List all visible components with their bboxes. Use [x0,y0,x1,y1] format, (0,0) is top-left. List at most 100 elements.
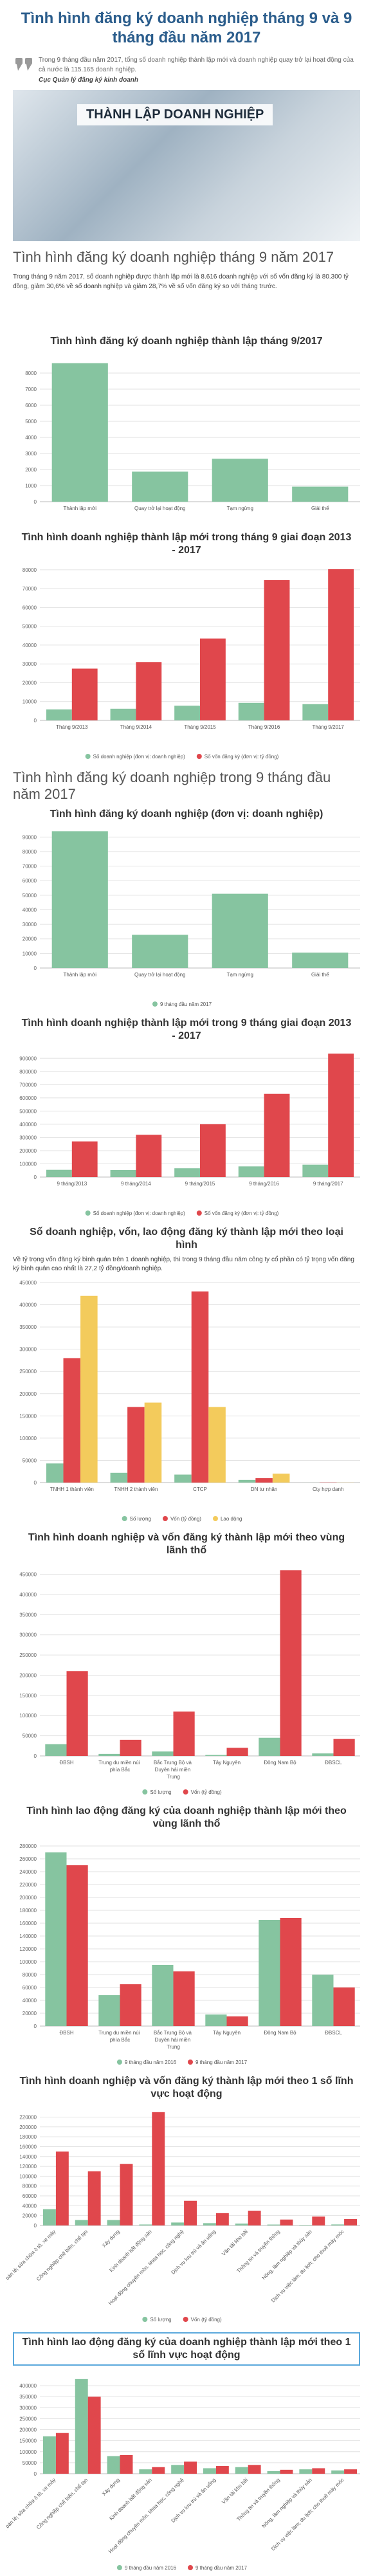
x-tick-label: DN tư nhân [251,1486,277,1492]
legend-item: Số vốn đăng ký (đơn vị: tỷ đồng) [196,754,279,760]
y-tick-label: 0 [34,1753,37,1759]
bar [42,2436,56,2474]
legend-swatch [116,2060,122,2065]
legend-label: Số lượng [150,1789,171,1795]
bar [120,1984,141,2026]
legend-label: 9 tháng đầu năm 2016 [125,2060,177,2065]
y-tick-label: 2000 [25,467,37,473]
bar [235,2467,248,2474]
bar [205,1755,227,1756]
legend-swatch [85,1210,91,1216]
x-tick-label: Đông Nam Bộ [264,1760,296,1766]
bar [171,2465,185,2474]
bar [344,2469,358,2474]
bar [152,1751,174,1756]
y-tick-label: 50000 [23,893,37,899]
chart-title: Tình hình lao động đăng ký của doanh ngh… [26,1805,347,1829]
bar [292,486,349,502]
legend-swatch [162,1516,168,1521]
x-tick-label: TNHH 2 thành viên [114,1486,158,1492]
chart-note: Về tỷ trọng vốn đăng ký bình quân trên 1… [13,1256,354,1272]
bar [63,1358,81,1483]
bar [120,2164,133,2225]
x-tick-label: ĐBSH [59,2030,73,2036]
y-tick-label: 0 [34,1480,37,1486]
y-tick-label: 0 [34,718,37,724]
bar [331,2470,345,2474]
legend-label: Lao động [221,1516,242,1522]
legend-item: Vốn (tỷ đồng) [183,2317,222,2323]
bar [248,2465,261,2474]
bar [280,2219,293,2225]
legend-label: Vốn (tỷ đồng) [191,1789,222,1795]
bar [280,2469,293,2474]
legend-label: 9 tháng đầu năm 2017 [196,2565,248,2571]
y-tick-label: 140000 [19,1933,37,1939]
y-tick-label: 7000 [25,387,37,392]
x-tick-label: ĐBSH [59,1760,73,1766]
x-tick-label: ĐBSCL [325,2030,342,2036]
x-tick-label: 9 tháng/2013 [57,1181,87,1187]
bar [66,1865,88,2026]
chart-title: Tình hình đăng ký doanh nghiệp (đơn vị: … [50,808,323,819]
y-tick-label: 5000 [25,419,37,425]
bar [120,1739,141,1756]
bar [55,2433,69,2474]
bar [344,2219,358,2225]
hero-image: THÀNH LẬP DOANH NGHIỆP [13,90,360,241]
bar [238,702,264,720]
y-tick-label: 100000 [19,2173,37,2179]
chart-title: Số doanh nghiệp, vốn, lao động đăng ký t… [30,1227,343,1250]
bar [42,2209,56,2225]
hero-text: THÀNH LẬP DOANH NGHIỆP [77,104,273,125]
quote-text: Trong 9 tháng đầu năm 2017, tổng số doan… [39,57,354,73]
y-tick-label: 350000 [19,2394,37,2400]
bar [152,1965,174,2026]
bar [264,1093,290,1177]
bar [312,1975,334,2026]
legend-item: Vốn (tỷ đồng) [183,1789,222,1795]
y-tick-label: 220000 [19,2114,37,2120]
bar [328,569,354,720]
x-tick-label: 9 tháng/2016 [249,1181,279,1187]
bar [110,1472,128,1483]
bar [139,2469,152,2474]
bar [152,2112,165,2225]
y-tick-label: 400000 [19,1302,37,1308]
bar [45,1852,67,2026]
y-tick-label: 200000 [19,1391,37,1397]
x-tick-label: 9 tháng/2014 [121,1181,151,1187]
bar [191,1291,209,1483]
y-tick-label: 450000 [19,1280,37,1286]
x-tick-label: Tạm ngừng [227,972,253,978]
x-tick-label: Giải thể [311,506,329,511]
bar [200,638,226,720]
bar [46,709,72,720]
bar [264,580,290,720]
x-tick-label: Xây dựng [101,2229,121,2249]
bar [71,1141,98,1177]
x-tick-label: Quay trở lại hoạt động [134,972,186,978]
y-tick-label: 60000 [23,605,37,610]
x-tick-label: Quay trở lại hoạt động [134,506,186,511]
bar [152,2467,165,2474]
chart: 0 1000 2000 3000 4000 5000 6000 7000 8000 Thành l… [25,363,360,511]
y-tick-label: 160000 [19,2144,37,2150]
legend-swatch [116,2565,122,2570]
bar [87,2397,101,2474]
legend-label: 9 tháng đầu năm 2017 [160,1001,212,1007]
chart-title: Tình hình doanh nghiệp và vốn đăng ký th… [28,1532,345,1556]
legend-item: Vốn (tỷ đồng) [162,1516,201,1522]
y-tick-label: 120000 [19,1946,37,1952]
bar [127,1407,145,1483]
y-tick-label: 800000 [19,1069,37,1075]
bar [184,2200,197,2225]
y-tick-label: 220000 [19,1882,37,1888]
x-tick-label: Bắc Trung Bộ và Duyên hải miền Trung [154,1760,193,1780]
bar [333,1739,355,1756]
y-tick-label: 80000 [23,1972,37,1978]
y-tick-label: 20000 [23,936,37,942]
y-tick-label: 8000 [25,370,37,376]
legend-label: Số vốn đăng ký (đơn vị: tỷ đồng) [205,754,279,760]
y-tick-label: 180000 [19,2134,37,2140]
